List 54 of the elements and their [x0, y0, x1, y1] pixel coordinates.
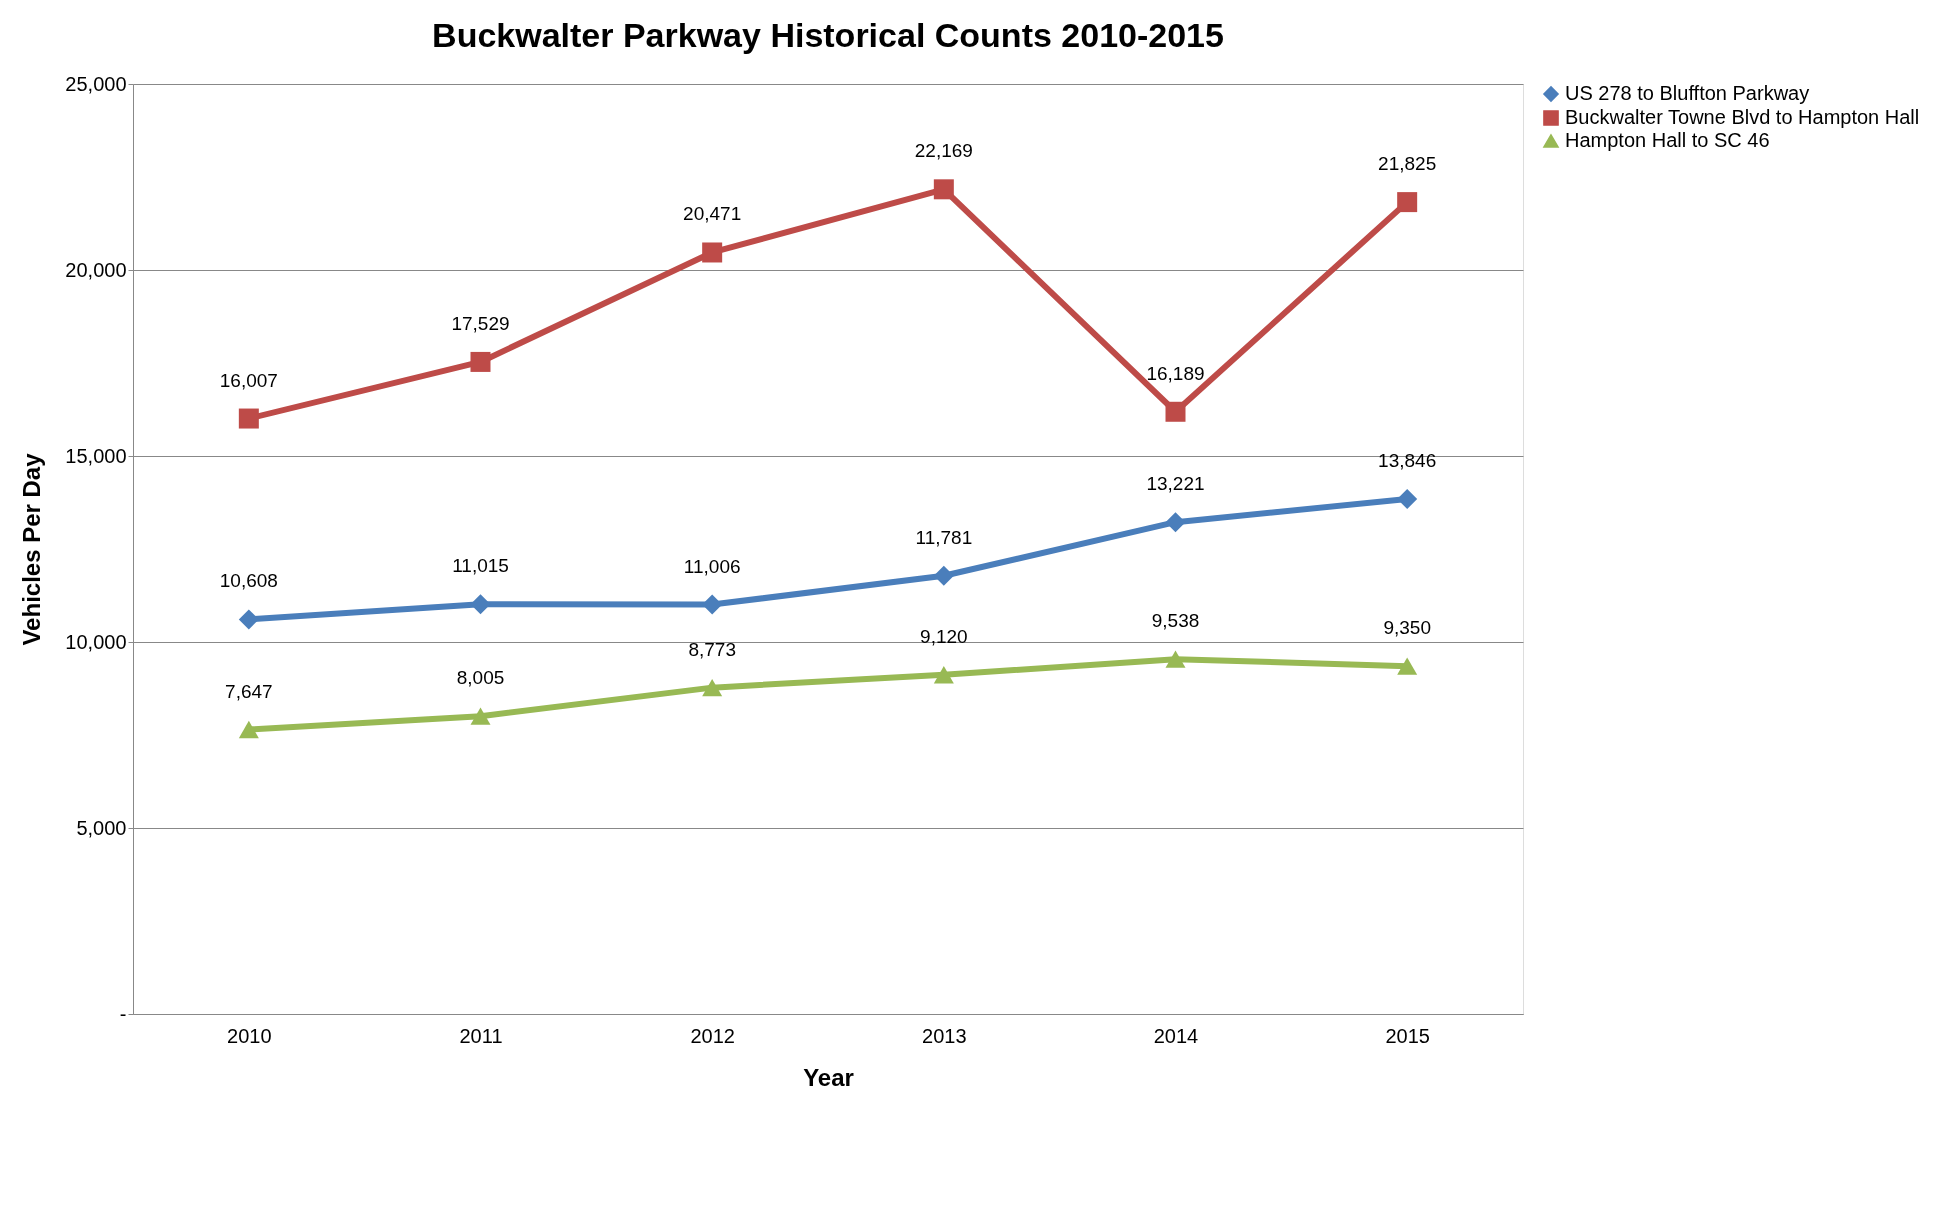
data-label: 20,471 [683, 203, 742, 225]
point [1397, 488, 1418, 509]
data-label: 9,120 [920, 625, 968, 647]
y-tick-label: - [119, 1002, 127, 1025]
data-label: 7,647 [225, 680, 273, 702]
data-label: 11,006 [683, 555, 741, 577]
point [238, 408, 259, 429]
data-label: 9,538 [1151, 610, 1200, 632]
legend-label: Hampton Hall to SC 46 [1565, 129, 1770, 151]
point [702, 594, 723, 615]
data-label: 10,608 [219, 570, 278, 592]
point [238, 609, 259, 630]
point [933, 666, 954, 684]
x-tick-label: 2012 [690, 1024, 735, 1047]
y-tick-label: 5,000 [76, 816, 127, 839]
point [1165, 512, 1186, 533]
x-tick-label: 2011 [459, 1024, 503, 1047]
x-tick-label: 2014 [1153, 1024, 1199, 1047]
point [702, 242, 723, 263]
y-tick-label: 10,000 [65, 630, 127, 653]
point [933, 179, 954, 200]
data-label: 11,781 [915, 526, 973, 548]
point [1397, 657, 1418, 675]
x-tick-label: 2010 [227, 1024, 272, 1047]
x-tick-label: 2013 [922, 1024, 967, 1047]
point [1165, 401, 1186, 422]
data-label: 9,350 [1383, 617, 1431, 639]
point [470, 594, 491, 615]
y-tick-label: 25,000 [65, 72, 127, 95]
data-label: 17,529 [451, 312, 510, 334]
x-tick-label: 2015 [1385, 1024, 1430, 1047]
legend-label: US 278 to Bluffton Parkway [1565, 82, 1810, 104]
data-label: 13,846 [1378, 449, 1437, 471]
legend-label: Buckwalter Towne Blvd to Hampton Hall [1565, 106, 1920, 128]
point [1397, 192, 1418, 213]
data-label: 11,015 [452, 555, 509, 577]
chart-title: Buckwalter Parkway Historical Counts 2010-2015 [432, 16, 1224, 54]
y-tick-label: 15,000 [65, 444, 127, 467]
data-label: 13,221 [1146, 473, 1205, 495]
y-tick-label: 20,000 [65, 258, 127, 281]
data-label: 8,773 [688, 638, 736, 660]
point [1165, 650, 1186, 668]
data-label: 16,189 [1146, 362, 1205, 384]
x-axis-title: Year [803, 1063, 854, 1091]
data-label: 22,169 [914, 140, 973, 162]
y-axis-title: Vehicles Per Day [18, 452, 46, 646]
point [933, 565, 954, 586]
data-label: 8,005 [456, 667, 505, 689]
point [470, 351, 491, 372]
point [238, 720, 259, 739]
point [702, 678, 723, 697]
point [470, 707, 491, 725]
data-label: 21,825 [1378, 153, 1437, 175]
data-label: 16,007 [219, 369, 278, 391]
